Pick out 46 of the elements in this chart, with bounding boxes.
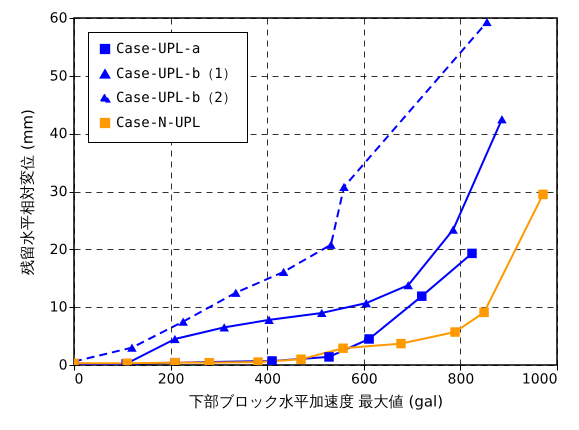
point — [396, 338, 406, 348]
point — [296, 354, 306, 364]
point — [364, 334, 374, 344]
point — [127, 344, 137, 352]
point — [497, 115, 507, 124]
point — [538, 190, 548, 200]
point — [219, 323, 229, 332]
y-tick-label: 10 — [50, 300, 68, 316]
x-tick-label: 1000 — [522, 372, 558, 388]
point — [467, 248, 477, 258]
x-tick-label: 200 — [158, 372, 184, 388]
point — [479, 308, 489, 318]
x-tick-label: 600 — [350, 372, 378, 388]
point — [317, 308, 327, 318]
point — [338, 343, 348, 353]
y-tick-label: 50 — [50, 68, 68, 84]
y-tick-label: 60 — [50, 10, 68, 26]
y-tick-label: 30 — [50, 184, 68, 200]
point — [170, 334, 180, 344]
point — [231, 288, 241, 297]
y-tick-label: 40 — [50, 126, 68, 142]
point — [178, 318, 188, 326]
legend-label: Case-UPL-b（2） — [116, 90, 237, 106]
point — [264, 316, 274, 324]
point — [448, 226, 458, 234]
point — [339, 182, 349, 191]
y-tick-label: 0 — [58, 358, 68, 374]
point — [361, 299, 371, 308]
point — [278, 268, 288, 276]
point — [267, 356, 277, 365]
legend-label: Case-UPL-b（1） — [116, 66, 237, 82]
point — [326, 240, 336, 249]
y-axis-title: 残留水平相対変位 (mm) — [18, 109, 37, 275]
point — [450, 327, 460, 337]
point — [324, 352, 334, 362]
x-axis-title: 下部ブロック水平加速度 最大値 (gal) — [188, 392, 444, 410]
y-tick-label: 20 — [50, 242, 68, 258]
point — [403, 281, 413, 290]
x-tick-label: 0 — [74, 372, 84, 388]
x-tick-label: 800 — [448, 372, 474, 388]
point — [482, 18, 492, 26]
point — [253, 357, 263, 365]
point — [417, 291, 427, 301]
legend-label: Case-N-UPL — [116, 115, 200, 131]
x-tick-label: 400 — [254, 372, 282, 388]
legend-label: Case-UPL-a — [116, 41, 200, 57]
